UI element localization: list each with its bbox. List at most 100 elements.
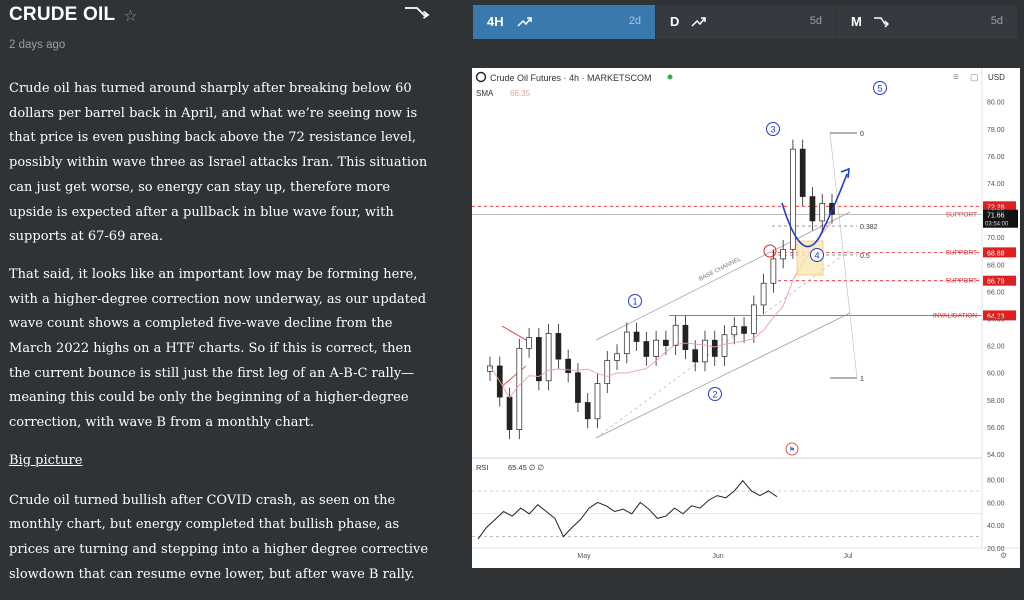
trend-down-icon[interactable] bbox=[404, 4, 430, 20]
projection-path bbox=[781, 173, 848, 248]
rsi-tick-label: 80.00 bbox=[987, 478, 1005, 485]
support-level-label: INVALIDATION bbox=[933, 312, 977, 319]
tab-label: M bbox=[851, 14, 862, 29]
event-flag-label: ⚑ bbox=[789, 446, 795, 454]
price-tick-label: 54.00 bbox=[987, 452, 1005, 459]
candle-body bbox=[682, 324, 689, 351]
price-tick-label: 74.00 bbox=[987, 181, 1005, 188]
candle-body bbox=[809, 196, 816, 222]
price-tick-label: 78.00 bbox=[987, 127, 1005, 134]
chart-title: Crude Oil Futures · 4h · MARKETSCOM bbox=[490, 73, 652, 83]
price-chart[interactable]: SUPPORT 72.28 SUPPORT 68.88 SUPPORT 66.79 INVA… bbox=[472, 68, 1020, 568]
time-tick-label: Jul bbox=[844, 553, 853, 560]
article-panel: CRUDE OIL ☆ 2 days ago Crude oil has tur… bbox=[0, 0, 440, 582]
price-tick-label: 64.00 bbox=[987, 317, 1005, 324]
wave-label: 2 bbox=[712, 390, 717, 400]
post-date: 2 days ago bbox=[9, 39, 66, 51]
star-icon[interactable]: ☆ bbox=[123, 5, 138, 25]
candle-body bbox=[545, 333, 552, 382]
wave-label-circle bbox=[873, 81, 887, 95]
wave-label: 5 bbox=[877, 84, 882, 94]
candle-body bbox=[555, 333, 562, 360]
price-tag bbox=[983, 310, 1016, 321]
candle-body bbox=[702, 339, 708, 363]
channel-lower-line bbox=[595, 312, 851, 439]
candle-body bbox=[780, 249, 786, 260]
tab-range: 2d bbox=[628, 15, 641, 27]
candle-body bbox=[516, 347, 523, 430]
rsi-tick-label: 20.00 bbox=[987, 546, 1005, 553]
price-tick-label: 80.00 bbox=[987, 100, 1005, 107]
candle-body bbox=[760, 282, 767, 306]
candle-body bbox=[790, 148, 796, 250]
wave-label-circle bbox=[810, 248, 824, 262]
trend-up-icon bbox=[691, 17, 706, 27]
fib-level-label: 0.5 bbox=[860, 253, 870, 260]
last-price-value: 71.66 bbox=[987, 213, 1005, 220]
rsi-tick-label: 40.00 bbox=[987, 523, 1005, 530]
currency-label: USD bbox=[988, 73, 1005, 82]
wave-label-circle bbox=[708, 387, 722, 401]
page-title: CRUDE OIL bbox=[9, 4, 116, 25]
tab-d[interactable]: D 5d bbox=[656, 5, 836, 39]
trend-up-icon bbox=[517, 17, 532, 27]
rsi-line bbox=[477, 479, 778, 540]
price-tag-label: 68.88 bbox=[987, 250, 1005, 257]
time-tick-label: Jun bbox=[712, 553, 723, 560]
rsi-tick-label: 60.00 bbox=[987, 500, 1005, 507]
event-flag-icon bbox=[785, 442, 799, 456]
trend-down-icon bbox=[874, 17, 889, 28]
candle-body bbox=[633, 331, 640, 342]
candle-body bbox=[731, 326, 738, 336]
candle-body bbox=[770, 258, 777, 284]
candle-body bbox=[594, 383, 601, 420]
candle-body bbox=[604, 360, 611, 384]
price-tick-label: 70.00 bbox=[987, 235, 1005, 242]
symbol-icon bbox=[475, 71, 487, 83]
price-tick-label: 58.00 bbox=[987, 398, 1005, 405]
candle-body bbox=[672, 324, 679, 346]
candle-body bbox=[536, 337, 542, 382]
section-heading: Big picture bbox=[9, 452, 83, 468]
tab-range: 5d bbox=[809, 15, 822, 27]
candle-body bbox=[565, 358, 572, 374]
fib-diagonal bbox=[829, 132, 858, 379]
price-tag-label: 72.28 bbox=[987, 204, 1005, 211]
price-tick-label: 76.00 bbox=[987, 154, 1005, 161]
settings-icon[interactable]: ≡ bbox=[953, 72, 959, 83]
sma-label: SMA bbox=[476, 89, 494, 98]
candle-body bbox=[623, 331, 630, 355]
candle-body bbox=[643, 341, 650, 357]
wave-label: 1 bbox=[632, 297, 637, 307]
paragraph-3: Crude oil turned bullish after COVID cra… bbox=[9, 492, 429, 582]
candle-body bbox=[721, 334, 728, 357]
candle-body bbox=[526, 337, 532, 349]
candle-body bbox=[653, 339, 659, 357]
expand-icon[interactable]: ▢ bbox=[970, 72, 979, 82]
candle-countdown: 03:54:00 bbox=[985, 222, 1009, 228]
sma-line bbox=[489, 221, 833, 399]
price-tag-label: 64.23 bbox=[987, 313, 1005, 320]
paragraph-2: That said, it looks like an important lo… bbox=[9, 266, 427, 431]
fib-level-label: 1 bbox=[860, 376, 864, 383]
channel-upper-line bbox=[595, 211, 851, 341]
candle-body bbox=[819, 202, 826, 222]
candle-body bbox=[711, 339, 718, 357]
status-dot bbox=[667, 74, 673, 80]
candle-body bbox=[750, 304, 757, 334]
wave-label: 4 bbox=[814, 251, 819, 261]
wave-label-circle bbox=[766, 122, 780, 136]
article-body: Crude oil has turned around sharply afte… bbox=[9, 77, 434, 600]
candle-body bbox=[614, 353, 620, 361]
tab-4h[interactable]: 4H 2d bbox=[473, 5, 655, 39]
price-tag bbox=[983, 247, 1016, 258]
candle-body bbox=[584, 402, 591, 420]
price-tag bbox=[983, 275, 1016, 286]
wave-label-circle bbox=[628, 294, 642, 308]
price-tick-label: 56.00 bbox=[987, 425, 1005, 432]
tab-m[interactable]: M 5d bbox=[837, 5, 1017, 39]
candle-body bbox=[506, 396, 513, 430]
title-row: CRUDE OIL ☆ bbox=[9, 4, 138, 26]
tab-label: 4H bbox=[487, 14, 504, 29]
